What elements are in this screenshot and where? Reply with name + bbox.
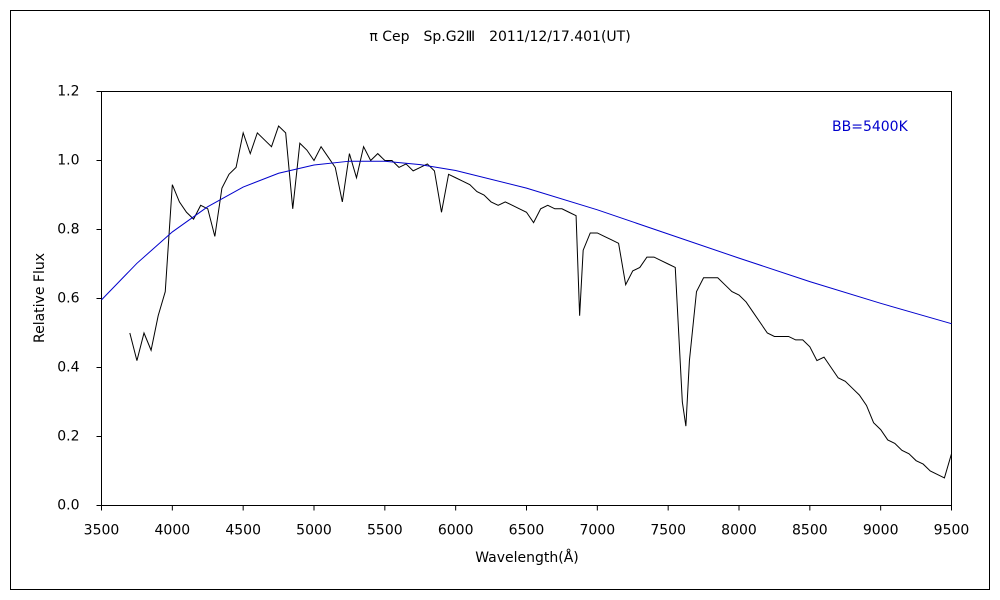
x-tick-label: 7500 [650,523,686,539]
y-tick-label: 0.6 [57,291,79,307]
x-tick-label: 8500 [792,523,828,539]
x-tick-label: 9500 [934,523,970,539]
x-tick-label: 3500 [84,523,120,539]
series-line [129,125,952,479]
x-tick-label: 8000 [721,523,757,539]
y-tick-label: 0.8 [57,222,79,238]
x-tick-label: 4500 [225,523,261,539]
y-tick-label: 1.0 [57,153,79,169]
x-tick-label: 7000 [580,523,616,539]
chart-border [10,10,990,590]
series-line [101,160,952,325]
x-tick-label: 4000 [155,523,191,539]
y-tick-label: 0.2 [57,429,79,445]
y-tick-label: 0.4 [57,360,79,376]
x-tick-label: 9000 [863,523,899,539]
x-tick-label: 6000 [438,523,474,539]
plot-area [101,91,952,506]
y-tick-label: 1.2 [57,84,79,100]
x-axis-label: Wavelength(Å) [475,549,579,566]
legend-label: BB=5400K [832,119,909,135]
x-tick-label: 6500 [509,523,545,539]
x-tick-label: 5000 [296,523,332,539]
y-tick-label: 0.0 [57,498,79,514]
y-axis-label: Relative Flux [32,253,48,343]
x-tick-label: 5500 [367,523,403,539]
chart-title: π Cep Sp.G2Ⅲ 2011/12/17.401(UT) [369,29,630,45]
